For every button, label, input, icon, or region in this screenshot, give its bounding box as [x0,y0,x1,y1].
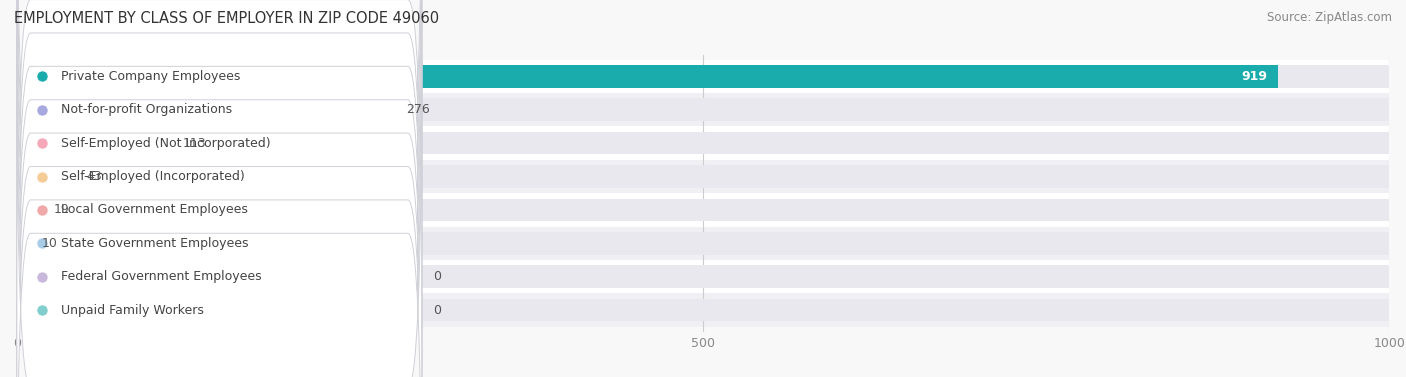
Bar [17,65,1389,88]
Bar [17,98,395,121]
Text: 43: 43 [87,170,103,183]
Text: Unpaid Family Workers: Unpaid Family Workers [60,303,204,317]
FancyBboxPatch shape [17,0,422,333]
Bar [17,93,1389,126]
Bar [17,160,1389,193]
Text: State Government Employees: State Government Employees [60,237,249,250]
Text: 0: 0 [433,270,440,283]
Bar [17,232,1389,254]
FancyBboxPatch shape [17,53,422,377]
Bar [17,293,1389,327]
Bar [17,60,1389,93]
Bar [17,132,172,155]
Bar [17,132,1389,155]
Bar [17,199,1389,221]
Bar [17,265,1389,288]
Bar [17,227,1389,260]
Text: 19: 19 [53,204,70,216]
Bar [17,260,1389,293]
Text: 113: 113 [183,136,207,150]
Text: 0: 0 [433,303,440,317]
FancyBboxPatch shape [17,20,422,377]
Text: Private Company Employees: Private Company Employees [60,70,240,83]
FancyBboxPatch shape [17,0,422,367]
FancyBboxPatch shape [17,0,422,377]
FancyBboxPatch shape [17,0,422,377]
Text: Not-for-profit Organizations: Not-for-profit Organizations [60,103,232,116]
FancyBboxPatch shape [17,0,422,377]
Text: 276: 276 [406,103,430,116]
Text: EMPLOYMENT BY CLASS OF EMPLOYER IN ZIP CODE 49060: EMPLOYMENT BY CLASS OF EMPLOYER IN ZIP C… [14,11,439,26]
FancyBboxPatch shape [17,0,422,377]
Bar [17,299,1389,322]
Bar [17,165,1389,188]
Bar [17,165,76,188]
Bar [17,193,1389,227]
Bar [17,98,1389,121]
Text: Source: ZipAtlas.com: Source: ZipAtlas.com [1267,11,1392,24]
Text: Local Government Employees: Local Government Employees [60,204,247,216]
Text: Self-Employed (Incorporated): Self-Employed (Incorporated) [60,170,245,183]
Bar [17,65,1278,88]
Bar [17,232,31,254]
Text: Self-Employed (Not Incorporated): Self-Employed (Not Incorporated) [60,136,270,150]
Text: 919: 919 [1241,70,1267,83]
Text: 10: 10 [42,237,58,250]
Bar [17,199,44,221]
Text: Federal Government Employees: Federal Government Employees [60,270,262,283]
Bar [17,126,1389,160]
